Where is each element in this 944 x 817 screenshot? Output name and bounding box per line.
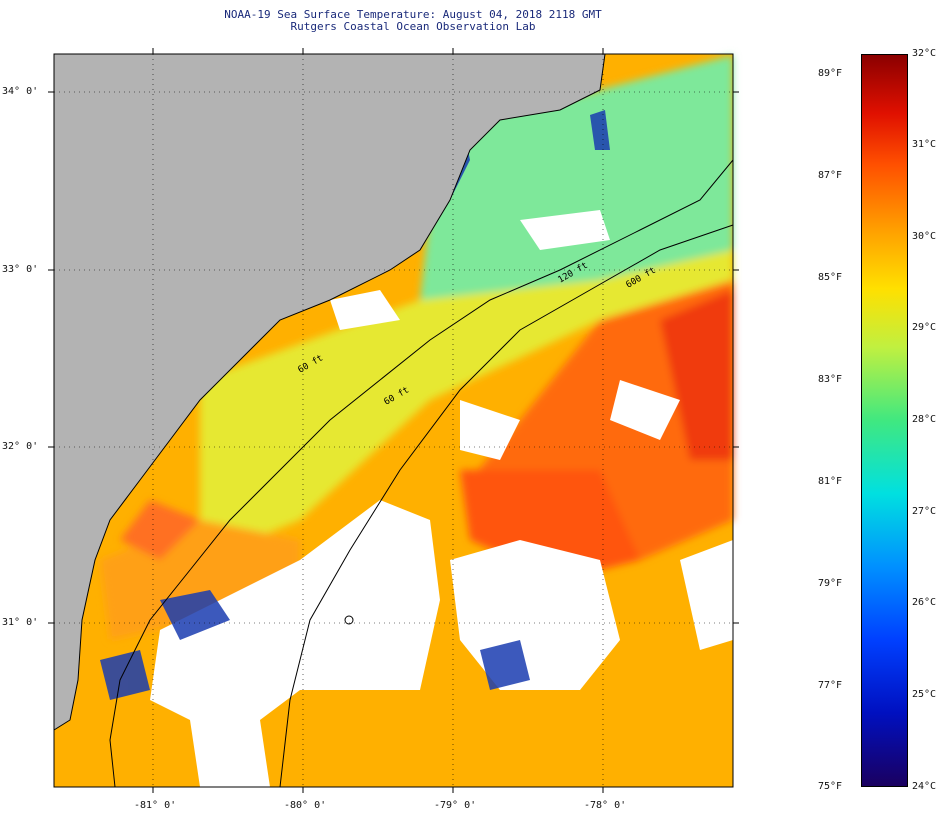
isobath-120ft: [109, 159, 734, 788]
lat-label: 34° 0': [2, 86, 39, 97]
map-frame: [53, 53, 734, 788]
buoy-marker: [344, 615, 354, 625]
colorbar-f-label: 79°F: [818, 578, 843, 589]
colorbar-c-label: 29°C: [912, 322, 937, 333]
cloud-mask: [150, 210, 733, 787]
graticule: [54, 54, 733, 787]
colorbar-f-label: 75°F: [818, 781, 843, 792]
temperature-field: [100, 55, 733, 640]
colorbar-f-label: 81°F: [818, 476, 843, 487]
lon-label: -81° 0': [134, 800, 177, 811]
colorbar-f-label: 83°F: [818, 374, 843, 385]
chart-title: NOAA-19 Sea Surface Temperature: August …: [224, 8, 602, 21]
colorbar-c-label: 25°C: [912, 689, 937, 700]
lon-label: -78° 0': [584, 800, 627, 811]
colorbar-f-label: 87°F: [818, 170, 843, 181]
colorbar-c-label: 26°C: [912, 597, 937, 608]
colorbar-c-label: 24°C: [912, 781, 937, 792]
lon-label: -80° 0': [284, 800, 327, 811]
colorbar-f-label: 77°F: [818, 680, 843, 691]
coastline: [53, 53, 606, 731]
colorbar-c-label: 30°C: [912, 231, 937, 242]
lat-label: 31° 0': [2, 617, 39, 628]
tick-marks: [48, 48, 739, 793]
colorbar-f-label: 89°F: [818, 68, 843, 79]
colorbar-c-label: 27°C: [912, 506, 937, 517]
colorbar-c-label: 31°C: [912, 139, 937, 150]
colorbar-c-label: 28°C: [912, 414, 937, 425]
lat-label: 33° 0': [2, 264, 39, 275]
lat-label: 32° 0': [2, 441, 39, 452]
colorbar-c-label: 32°C: [912, 48, 937, 59]
colorbar-f-label: 85°F: [818, 272, 843, 283]
colorbar: [861, 54, 908, 787]
land-mass: [54, 54, 605, 730]
chart-subtitle: Rutgers Coastal Ocean Observation Lab: [290, 20, 536, 33]
lon-label: -79° 0': [434, 800, 477, 811]
